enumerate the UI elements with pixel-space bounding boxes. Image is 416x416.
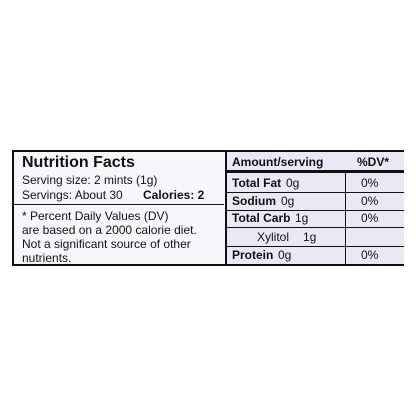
nutrient-name: Sodium: [232, 194, 276, 208]
header-rule: [227, 170, 404, 173]
daily-value: 0%: [361, 248, 379, 262]
nutrient-name: Total Fat: [232, 176, 282, 190]
footnote-line: * Percent Daily Values (DV): [22, 209, 169, 223]
footnote-line: Not a significant source of other: [22, 237, 191, 251]
daily-value: 0%: [361, 176, 379, 190]
divider: [14, 204, 224, 205]
header-dv: %DV*: [357, 155, 390, 169]
nutrient-amount: 0g: [281, 194, 295, 208]
daily-value: 0%: [361, 194, 379, 208]
column-rule: [345, 173, 346, 264]
row-rule: [227, 210, 404, 211]
footnote-line: are based on a 2000 calorie diet.: [22, 223, 197, 237]
footnote-line: nutrients.: [22, 251, 72, 265]
nutrient-amount: 1g: [303, 230, 317, 244]
row-rule: [227, 227, 404, 228]
daily-value: 0%: [361, 211, 379, 225]
nutrient-amount: 0g: [286, 176, 300, 190]
nutrient-name: Xylitol: [257, 230, 290, 244]
nutrient-name: Protein: [232, 248, 274, 262]
summary-panel: Nutrition Facts Serving size: 2 mints (1…: [14, 152, 224, 265]
servings: Servings: About 30: [22, 188, 123, 202]
row-rule: [227, 192, 404, 193]
nutrient-amount: 1g: [295, 211, 309, 225]
nutrition-label: Nutrition Facts Serving size: 2 mints (1…: [12, 150, 404, 266]
row-rule: [227, 246, 404, 247]
header-amount: Amount/serving: [232, 155, 324, 169]
serving-size: Serving size: 2 mints (1g): [22, 173, 158, 187]
title: Nutrition Facts: [22, 154, 135, 171]
calories: Calories: 2: [143, 188, 205, 202]
nutrient-name: Total Carb: [232, 211, 291, 225]
nutrient-amount: 0g: [278, 248, 292, 262]
nutrient-table: Amount/serving %DV* Total Fat 0g 0% Sodium 0…: [225, 152, 404, 264]
